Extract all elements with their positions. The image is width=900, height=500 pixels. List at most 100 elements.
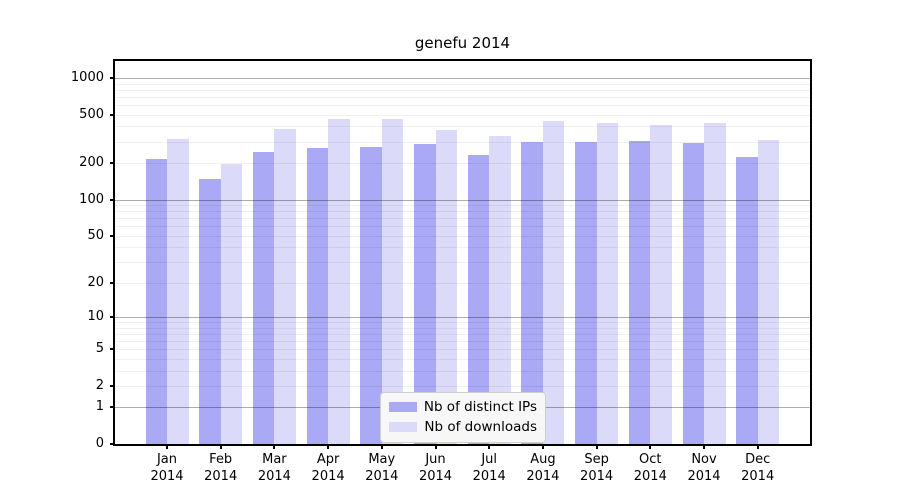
x-tick-mark [166,444,168,449]
y-tick-mark [110,76,115,79]
bar-downloads [328,119,350,444]
bar-downloads [220,163,243,444]
x-tick-label: Jul 2014 [472,452,506,484]
bar-distinct-ips [306,147,329,444]
legend-label-distinct-ips: Nb of distinct IPs [423,399,537,415]
legend-swatch-distinct-ips [389,402,417,412]
x-tick-label: Sep 2014 [580,452,614,484]
y-tick-mark [110,113,115,116]
legend-swatch-downloads [389,422,417,432]
y-gridline-minor [115,370,810,372]
x-tick-mark [219,444,222,449]
bar-distinct-ips [575,141,597,444]
y-tick-label: 50 [87,227,104,243]
plot-area [113,59,812,446]
y-gridline-minor [115,247,810,249]
bar-downloads [704,123,726,444]
y-tick-label: 1000 [70,69,104,85]
x-tick-label: May 2014 [365,452,399,484]
y-gridline-minor [115,205,810,206]
x-tick-label: Jun 2014 [418,452,453,484]
bar-distinct-ips [414,143,436,444]
y-tick-mark [110,281,115,284]
y-tick-label: 1 [95,399,104,415]
y-gridline-minor [115,349,810,351]
bar-distinct-ips [682,143,704,444]
x-tick-mark [649,444,652,449]
chart-title: genefu 2014 [414,34,511,52]
y-tick-mark [110,198,115,201]
bar-distinct-ips [628,141,651,444]
y-tick-label: 10 [87,309,104,324]
y-gridline-major [115,317,810,318]
legend: Nb of distinct IPs Nb of downloads [380,392,546,443]
bar-downloads [274,129,296,444]
gridlines-layer [115,61,810,444]
y-tick-label: 100 [79,191,104,207]
x-tick-mark [380,444,383,449]
bar-distinct-ips [199,179,221,444]
y-tick-label: 0 [95,436,104,451]
x-tick-label: Dec 2014 [741,452,775,484]
y-gridline-minor [115,105,810,106]
y-gridline-minor [115,114,810,116]
x-tick-label: Aug 2014 [526,452,560,484]
x-tick-mark [434,444,437,449]
x-tick-label: Apr 2014 [311,452,345,484]
bar-downloads [489,136,511,444]
bar-distinct-ips [145,159,167,444]
y-tick-label: 20 [87,274,104,290]
y-gridline-minor [115,340,810,342]
x-tick-label: Feb 2014 [204,452,238,484]
x-tick-mark [488,444,491,449]
y-tick-mark [110,234,115,237]
bar-downloads [542,120,565,444]
x-tick-mark [703,444,705,449]
y-tick-mark [110,348,115,351]
y-gridline-minor [115,327,810,329]
y-gridline-minor [115,218,810,220]
y-tick-label: 5 [95,341,104,357]
y-gridline-major [115,77,810,79]
bar-distinct-ips [521,142,543,444]
legend-label-downloads: Nb of downloads [424,419,537,435]
y-gridline-minor [115,211,810,213]
y-tick-mark [110,316,115,318]
x-tick-mark [327,444,330,449]
x-tick-mark [756,444,759,449]
x-tick-label: Mar 2014 [257,452,291,484]
x-tick-label: Oct 2014 [633,452,667,484]
bar-distinct-ips [736,157,758,444]
bars-layer [115,61,810,444]
y-gridline-minor [115,333,810,335]
y-gridline-minor [115,235,810,237]
bar-downloads [596,123,619,444]
y-gridline-minor [115,282,810,284]
y-gridline-minor [115,96,810,98]
y-tick-mark [110,384,115,387]
y-tick-mark [110,162,115,164]
legend-item-distinct-ips: Nb of distinct IPs [385,397,537,417]
y-gridline-minor [115,262,810,264]
y-tick-mark [110,406,115,409]
x-tick-mark [273,444,276,449]
y-tick-label: 200 [79,155,104,170]
bar-distinct-ips [252,151,275,444]
y-gridline-minor [115,83,810,85]
y-gridline-minor [115,358,810,360]
y-gridline-minor [115,322,810,323]
y-gridline-minor [115,141,810,143]
x-tick-mark [595,444,598,449]
y-gridline-minor [115,89,810,91]
bar-distinct-ips [467,154,490,444]
y-gridline-minor [115,163,810,164]
y-gridline-minor [115,126,810,128]
bar-downloads [381,118,404,444]
y-tick-mark [110,443,115,445]
y-tick-label: 2 [95,377,104,393]
bar-downloads [167,139,189,444]
bar-downloads [650,125,672,444]
bar-downloads [757,139,780,444]
y-gridline-minor [115,385,810,387]
